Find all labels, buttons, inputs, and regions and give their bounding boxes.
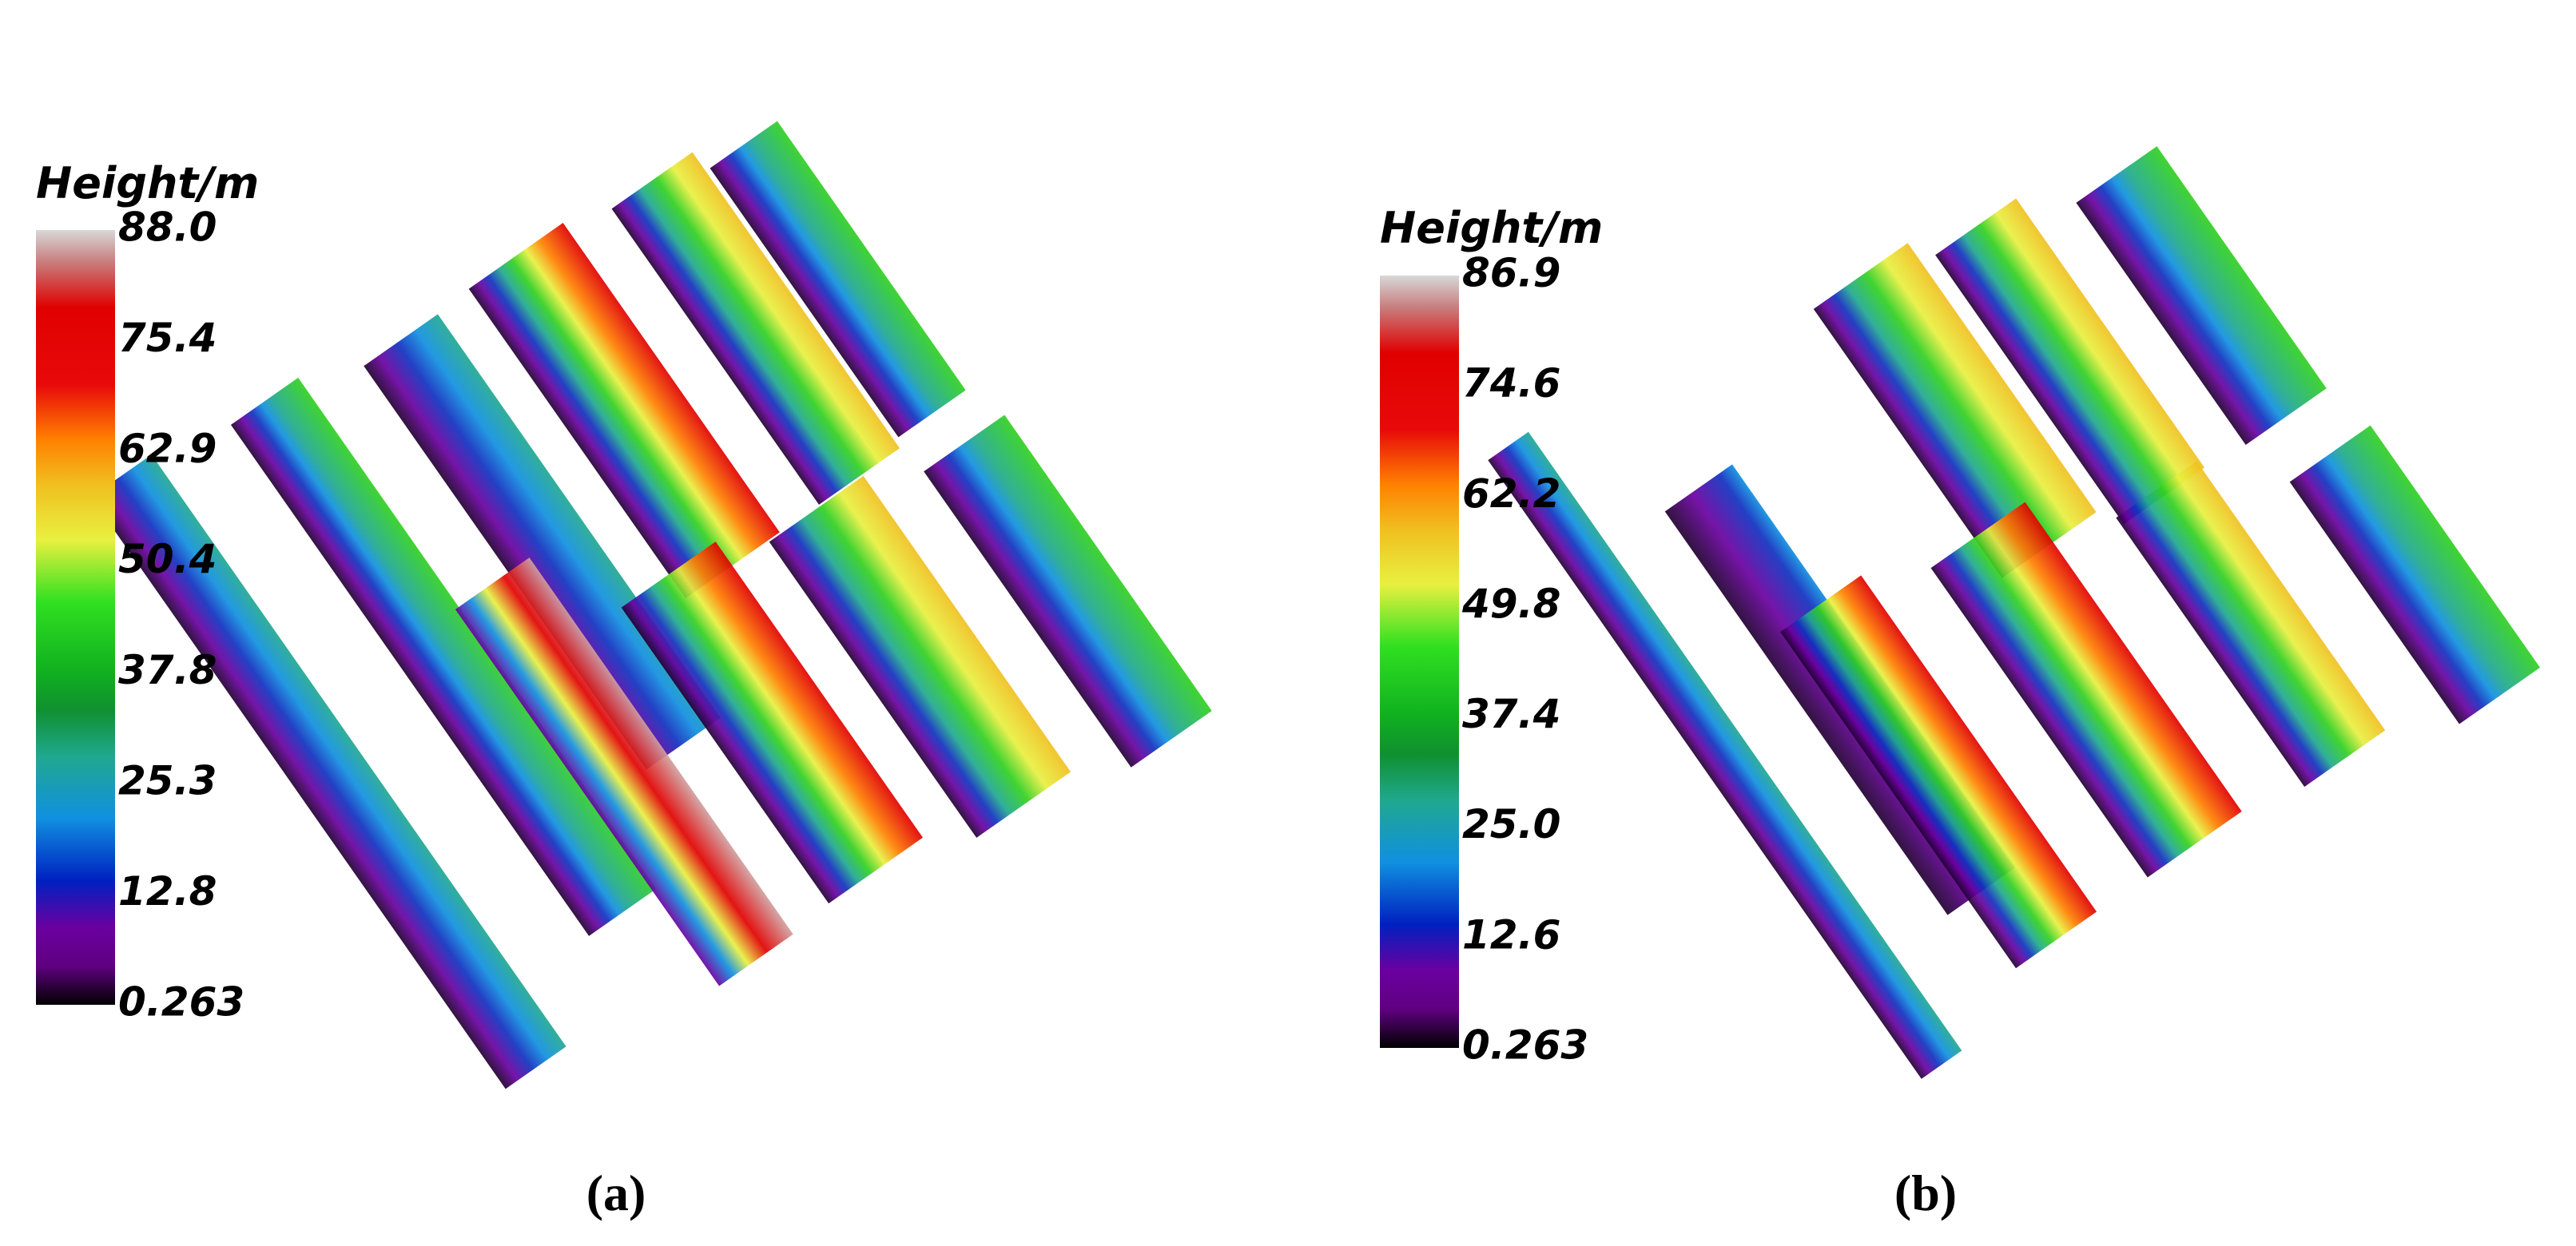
colorbar-tick-label: 0.263 <box>118 979 244 1026</box>
point-stripe <box>90 454 566 1089</box>
point-stripe <box>710 121 966 438</box>
colorbar-tick-label: 74.6 <box>1462 360 1560 407</box>
colorbar-tick-label: 88.0 <box>118 204 217 251</box>
colorbar-tick-label: 37.8 <box>118 647 217 693</box>
point-stripe <box>769 475 1071 838</box>
point-stripe <box>2289 425 2540 724</box>
point-stripe <box>1780 575 2097 969</box>
panel-caption: (a) <box>586 1165 646 1221</box>
colorbar-tick-label: 37.4 <box>1462 691 1560 737</box>
colorbar-title: Height/m <box>36 158 259 208</box>
point-clouds <box>90 121 2540 1089</box>
colorbar-title: Height/m <box>1380 203 1603 253</box>
point-stripe <box>611 152 900 505</box>
point-stripe <box>230 377 657 936</box>
point-stripe <box>1813 243 2097 578</box>
colorbar-tick-label: 0.263 <box>1462 1022 1588 1069</box>
colorbar-tick-label: 86.9 <box>1462 250 1560 296</box>
colorbar <box>36 230 115 1005</box>
point-stripe <box>1930 502 2242 878</box>
colorbar-tick-label: 50.4 <box>118 536 217 582</box>
colorbar-tick-label: 62.9 <box>118 426 217 472</box>
colorbar-tick-label: 25.0 <box>1462 801 1560 847</box>
colorbar-tick-label: 49.8 <box>1461 581 1560 627</box>
point-stripe <box>1935 198 2205 525</box>
point-stripe <box>468 223 780 598</box>
point-stripe <box>2076 146 2327 446</box>
colorbar-tick-label: 75.4 <box>118 315 217 361</box>
point-stripe <box>364 314 721 770</box>
point-stripe <box>621 542 923 904</box>
point-stripe <box>924 415 1212 768</box>
point-stripe <box>1488 431 1962 1079</box>
colorbar <box>1380 276 1459 1048</box>
colorbar-tick-label: 12.6 <box>1462 911 1560 958</box>
colorbars: Height/m88.075.462.950.437.825.312.80.26… <box>36 158 1957 1221</box>
panel-caption: (b) <box>1894 1165 1957 1221</box>
point-stripe <box>2116 461 2386 788</box>
colorbar-tick-label: 62.2 <box>1462 470 1560 517</box>
point-stripe <box>455 558 793 986</box>
colorbar-tick-label: 12.8 <box>118 868 217 915</box>
colorbar-tick-label: 25.3 <box>118 757 217 804</box>
